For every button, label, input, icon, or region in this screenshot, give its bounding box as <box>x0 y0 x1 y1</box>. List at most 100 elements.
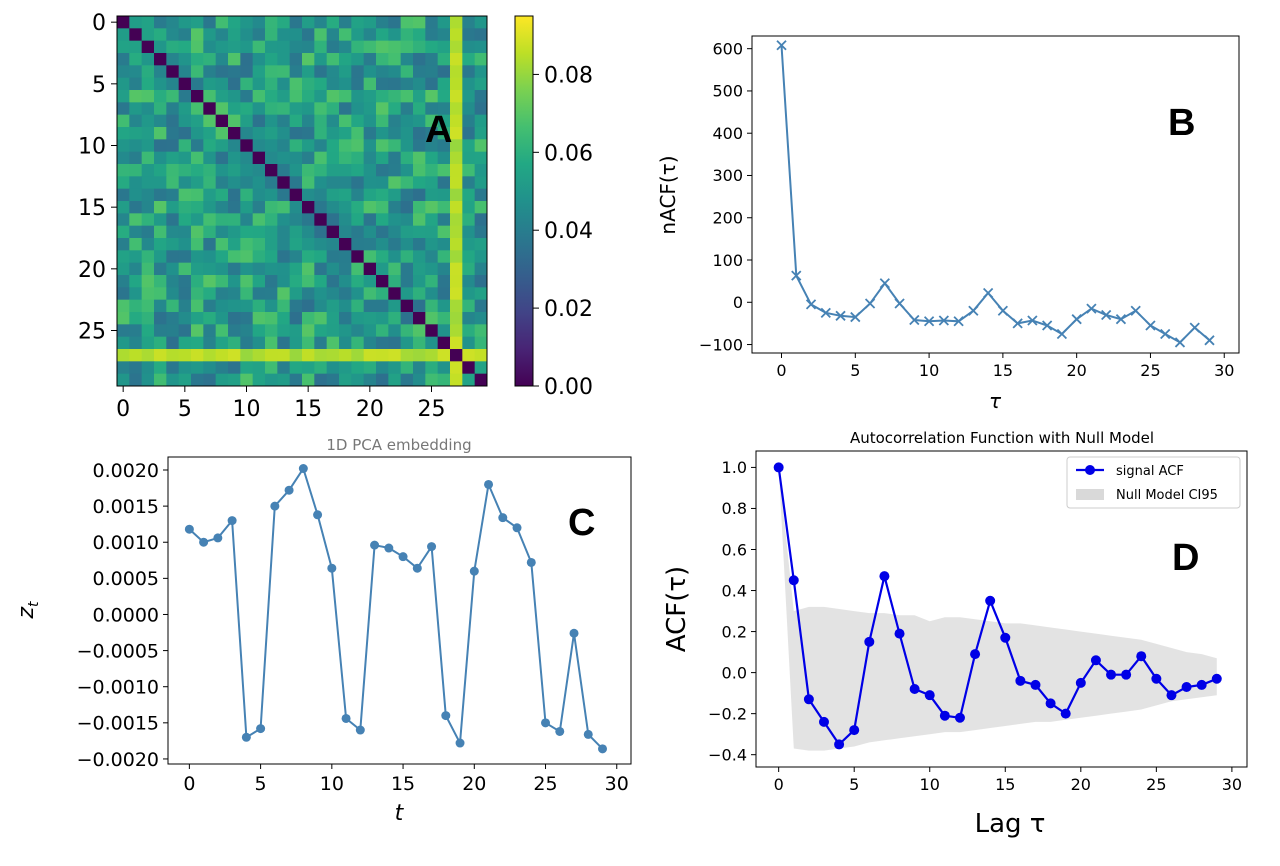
heatmap-cell <box>413 176 426 190</box>
heatmap-cell <box>252 102 266 116</box>
heatmap-cell <box>265 151 278 165</box>
heatmap-cell <box>265 250 278 264</box>
heatmap-cell <box>339 287 352 301</box>
axes-frame-b <box>751 35 1240 354</box>
heatmap-cell <box>314 53 328 66</box>
heatmap-cell <box>252 139 266 153</box>
heatmap-cell <box>289 225 303 239</box>
heatmap-cell <box>462 361 476 375</box>
heatmap-cell <box>178 312 192 325</box>
data-point <box>1030 679 1041 690</box>
data-point <box>1145 320 1156 331</box>
heatmap-cell <box>413 201 426 214</box>
heatmap-cell <box>203 238 217 251</box>
heatmap-cell <box>388 40 402 54</box>
heatmap-cell <box>141 213 155 227</box>
c-title: 1D PCA embedding <box>326 436 471 454</box>
data-point <box>199 537 209 547</box>
data-point <box>938 315 949 326</box>
heatmap-cell <box>400 299 414 313</box>
heatmap-cell <box>117 102 130 116</box>
heatmap-cell <box>437 77 451 91</box>
heatmap-cell <box>425 287 439 301</box>
heatmap-cell <box>413 65 426 79</box>
heatmap-cell <box>376 324 389 338</box>
heatmap-cell <box>413 77 426 91</box>
data-point <box>455 738 465 748</box>
heatmap-cell <box>154 213 167 227</box>
heatmap-cell <box>265 312 278 325</box>
heatmap-cell <box>166 299 180 313</box>
heatmap-cell <box>425 176 439 190</box>
heatmap-cell <box>166 90 180 103</box>
heatmap-cell <box>351 262 365 276</box>
heatmap-cell <box>474 102 488 116</box>
data-point <box>1181 681 1192 692</box>
heatmap-cell <box>474 225 488 239</box>
heatmap-cell <box>339 164 352 177</box>
heatmap-cell <box>191 139 204 153</box>
heatmap-cell <box>474 213 488 227</box>
colorbar-tick-label: 0.00 <box>544 375 593 400</box>
heatmap-cell <box>240 77 254 91</box>
x-tick-label: 20 <box>356 397 384 422</box>
heatmap-cell <box>363 127 377 140</box>
heatmap-cell <box>474 28 488 42</box>
heatmap-cell <box>474 188 488 202</box>
data-point <box>583 729 593 739</box>
heatmap-cell <box>363 299 377 313</box>
heatmap-cell <box>462 287 476 301</box>
b-ylabel: nACF(τ) <box>656 155 680 234</box>
heatmap-cell <box>240 176 254 190</box>
heatmap-cell <box>277 238 291 251</box>
heatmap-cell <box>400 164 414 177</box>
heatmap-cell <box>203 213 217 227</box>
y-tick-label: −0.0020 <box>77 749 159 771</box>
heatmap-cell <box>302 151 315 165</box>
heatmap-cell <box>228 188 241 202</box>
y-tick-label: 500 <box>712 82 743 101</box>
data-point <box>1090 655 1101 666</box>
heatmap-cell <box>141 373 155 387</box>
heatmap-cell <box>178 16 192 29</box>
heatmap-cell <box>314 77 328 91</box>
heatmap-cell <box>302 312 315 325</box>
heatmap-cell <box>265 102 278 116</box>
heatmap-cell <box>314 336 328 350</box>
heatmap-cell <box>240 28 254 42</box>
heatmap-cell <box>117 65 130 79</box>
heatmap-cell <box>178 262 192 276</box>
heatmap-cell <box>141 40 155 54</box>
heatmap-cell <box>289 151 303 165</box>
heatmap-cell <box>228 213 241 227</box>
heatmap-cell <box>363 53 377 66</box>
heatmap-cell <box>363 213 377 227</box>
heatmap-cell <box>203 299 217 313</box>
heatmap-cell <box>228 238 241 251</box>
heatmap-cell <box>437 65 451 79</box>
heatmap-cell <box>166 287 180 301</box>
data-point <box>1189 322 1200 333</box>
heatmap-cell <box>425 336 439 350</box>
heatmap-cell <box>252 238 266 251</box>
heatmap-cell <box>376 77 389 91</box>
heatmap-cell <box>314 324 328 338</box>
heatmap-cell <box>265 213 278 227</box>
heatmap-cell <box>141 151 155 165</box>
heatmap-cell <box>117 16 130 29</box>
heatmap-cell <box>302 114 315 128</box>
heatmap-cell <box>437 262 451 276</box>
heatmap-cell <box>413 151 426 165</box>
heatmap-cell <box>228 127 241 140</box>
y-tick-label: −100 <box>699 335 743 354</box>
heatmap-cell <box>154 201 167 214</box>
heatmap-cell <box>413 225 426 239</box>
svg-text:zt: zt <box>14 601 42 620</box>
heatmap-cell <box>240 312 254 325</box>
d-title: Autocorrelation Function with Null Model <box>850 429 1154 447</box>
heatmap-cell <box>117 201 130 214</box>
heatmap-cell <box>129 201 143 214</box>
heatmap-cell <box>413 324 426 338</box>
heatmap-cell <box>228 373 241 387</box>
heatmap-cell <box>289 176 303 190</box>
